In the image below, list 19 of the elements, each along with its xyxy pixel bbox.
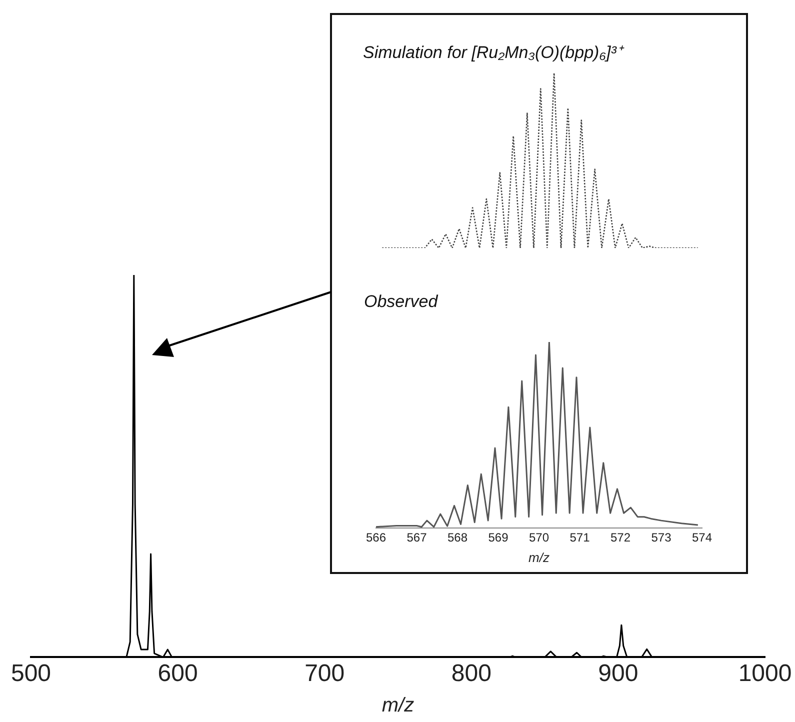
x-tick-label: 600 [158,660,198,688]
x-tick-label: 571 [570,530,590,545]
x-tick-label: 574 [692,530,712,545]
x-tick-label: 568 [447,530,468,545]
x-tick-label: 572 [610,530,631,545]
x-tick-label: 700 [304,660,345,688]
x-tick-label: 566 [366,530,386,545]
x-tick-label: 569 [488,530,509,545]
chart-title: Observed [364,292,438,312]
x-tick-label: 500 [10,660,52,688]
x-tick-label: 800 [451,660,492,688]
x-tick-label: 570 [528,530,550,545]
x-tick-label: 900 [598,660,638,688]
chart-title: Simulation for [Ru₂Mn₃(O)(bpp)₆]³⁺ [363,42,622,63]
x-tick-label: 573 [651,530,672,545]
x-tick-label: 1000 [738,660,792,688]
x-axis-title: m/z [528,550,550,565]
x-axis-title: m/z [382,694,414,717]
x-tick-label: 567 [406,530,428,545]
